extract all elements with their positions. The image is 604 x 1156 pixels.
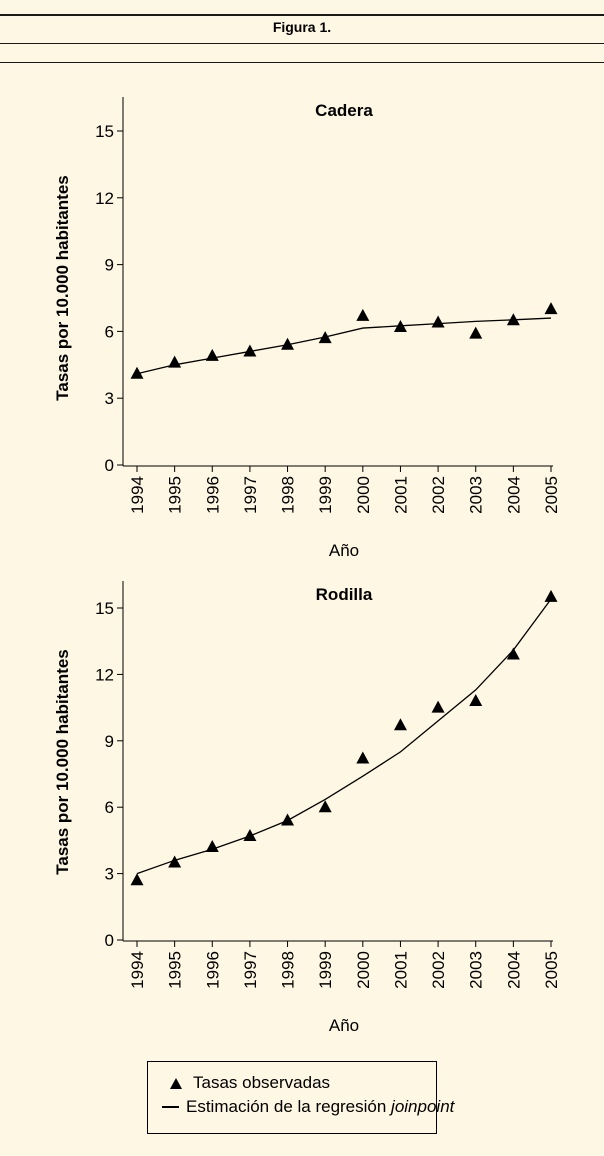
header-middle-rule [0,43,604,44]
y-tick-label: 12 [95,189,114,208]
x-tick-label: 1995 [166,476,185,514]
x-tick-label: 1994 [128,951,147,989]
observed-point [356,751,370,764]
chart-panel-cadera: 0 3 6 9 12 15 1994 1995 1996 1997 1998 1999 2000 2001… [53,97,561,560]
observed-point [356,308,370,321]
x-tick-label: 2004 [504,476,523,514]
legend-fit-label-prefix: Estimación de la regresión [186,1097,392,1116]
x-tick-label: 1995 [166,951,185,989]
x-tick-label: 2001 [391,951,410,989]
observed-point [130,366,144,379]
x-tick-label: 2003 [467,951,486,989]
x-tick-label: 1998 [279,951,298,989]
legend-observed-label: Tasas observadas [193,1073,331,1092]
panel-title: Rodilla [316,585,373,604]
y-tick-label: 9 [105,732,114,751]
observed-point [544,589,558,602]
y-tick-label: 3 [105,865,114,884]
y-tick-label: 0 [105,931,114,950]
x-tick-label: 2004 [504,951,523,989]
observed-point [243,828,257,841]
x-tick-label: 2002 [429,951,448,989]
observed-point [431,315,445,328]
observed-point [318,800,332,813]
observed-point [544,302,558,315]
observed-point [506,647,520,660]
x-tick-label: 1996 [203,476,222,514]
line-marker-icon [162,1106,179,1108]
y-tick-label: 9 [105,256,114,275]
y-tick-label: 6 [105,322,114,341]
x-tick-label: 1997 [241,476,260,514]
observed-point [168,855,182,868]
x-axis-title: Año [329,541,359,560]
joinpoint-fit-line [136,317,552,375]
x-tick-label: 2000 [354,476,373,514]
header-bottom-rule [0,62,604,63]
x-tick-label: 1994 [128,476,147,514]
observed-point [243,344,257,357]
triangle-marker-icon [170,1077,182,1089]
figure-title: Figura 1. [272,19,332,35]
y-tick-label: 15 [95,599,114,618]
y-tick-label: 3 [105,389,114,408]
legend-item-observed: Tasas observadas [170,1073,330,1093]
x-tick-label: 2002 [429,476,448,514]
x-axis-title: Año [329,1016,359,1035]
header-top-rule [0,14,604,16]
observed-point [281,337,295,350]
x-tick-label: 2005 [542,476,561,514]
x-tick-label: 1997 [241,951,260,989]
y-axis-title: Tasas por 10.000 habitantes [53,649,72,875]
chart-panel-rodilla: 0 3 6 9 12 15 1994 1995 1996 1997 1998 1999 2000 2001… [53,581,561,1035]
legend-fit-label-italic: joinpoint [391,1097,455,1116]
figure-header: Figura 1. [0,0,604,64]
x-tick-label: 2000 [354,951,373,989]
panel-title: Cadera [315,101,373,120]
legend-item-joinpoint: Estimación de la regresión joinpoint [162,1097,454,1117]
chart-legend: Tasas observadas Estimación de la regres… [147,1061,454,1134]
y-tick-label: 6 [105,798,114,817]
joinpoint-fit-line [136,598,552,875]
x-tick-label: 2001 [391,476,410,514]
observed-point [130,873,144,886]
x-tick-label: 1998 [279,476,298,514]
observed-point [469,693,483,706]
y-tick-label: 12 [95,665,114,684]
x-tick-label: 1999 [316,476,335,514]
x-tick-label: 2005 [542,951,561,989]
x-tick-label: 1996 [203,951,222,989]
observed-point [205,840,219,853]
y-tick-label: 15 [95,122,114,141]
y-axis-title: Tasas por 10.000 habitantes [53,175,72,401]
observed-point [431,700,445,713]
x-tick-label: 2003 [467,476,486,514]
x-tick-label: 1999 [316,951,335,989]
observed-point [281,813,295,826]
observed-point [393,718,407,731]
y-tick-label: 0 [105,456,114,475]
observed-point [469,326,483,339]
